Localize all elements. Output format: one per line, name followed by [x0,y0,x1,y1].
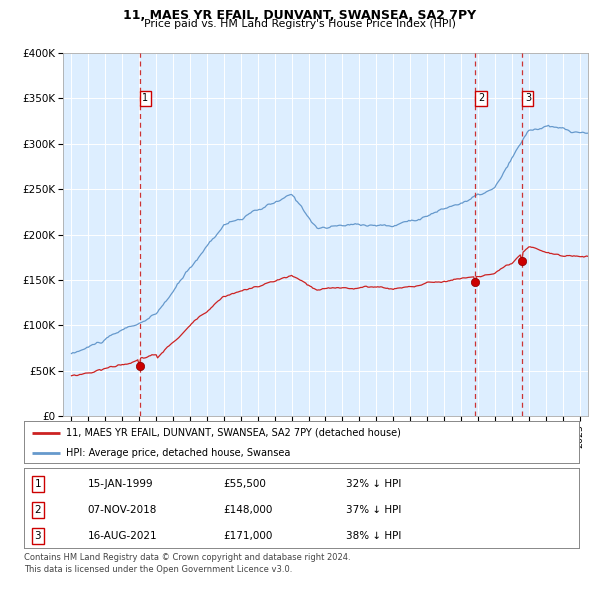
Text: 38% ↓ HPI: 38% ↓ HPI [346,532,401,542]
Text: 11, MAES YR EFAIL, DUNVANT, SWANSEA, SA2 7PY: 11, MAES YR EFAIL, DUNVANT, SWANSEA, SA2… [124,9,476,22]
Text: £55,500: £55,500 [224,479,266,489]
Text: 37% ↓ HPI: 37% ↓ HPI [346,505,401,515]
Text: 1: 1 [142,93,149,103]
Text: HPI: Average price, detached house, Swansea: HPI: Average price, detached house, Swan… [65,448,290,457]
Text: 11, MAES YR EFAIL, DUNVANT, SWANSEA, SA2 7PY (detached house): 11, MAES YR EFAIL, DUNVANT, SWANSEA, SA2… [65,428,401,438]
Text: 07-NOV-2018: 07-NOV-2018 [88,505,157,515]
Text: Price paid vs. HM Land Registry's House Price Index (HPI): Price paid vs. HM Land Registry's House … [144,19,456,30]
Text: 3: 3 [525,93,531,103]
Text: £148,000: £148,000 [224,505,273,515]
Text: This data is licensed under the Open Government Licence v3.0.: This data is licensed under the Open Gov… [24,565,292,573]
Text: 16-AUG-2021: 16-AUG-2021 [88,532,157,542]
Text: 2: 2 [478,93,484,103]
Text: 32% ↓ HPI: 32% ↓ HPI [346,479,401,489]
Text: 1: 1 [35,479,41,489]
Text: 3: 3 [35,532,41,542]
Text: Contains HM Land Registry data © Crown copyright and database right 2024.: Contains HM Land Registry data © Crown c… [24,553,350,562]
Text: 2: 2 [35,505,41,515]
Text: 15-JAN-1999: 15-JAN-1999 [88,479,154,489]
Text: £171,000: £171,000 [224,532,273,542]
